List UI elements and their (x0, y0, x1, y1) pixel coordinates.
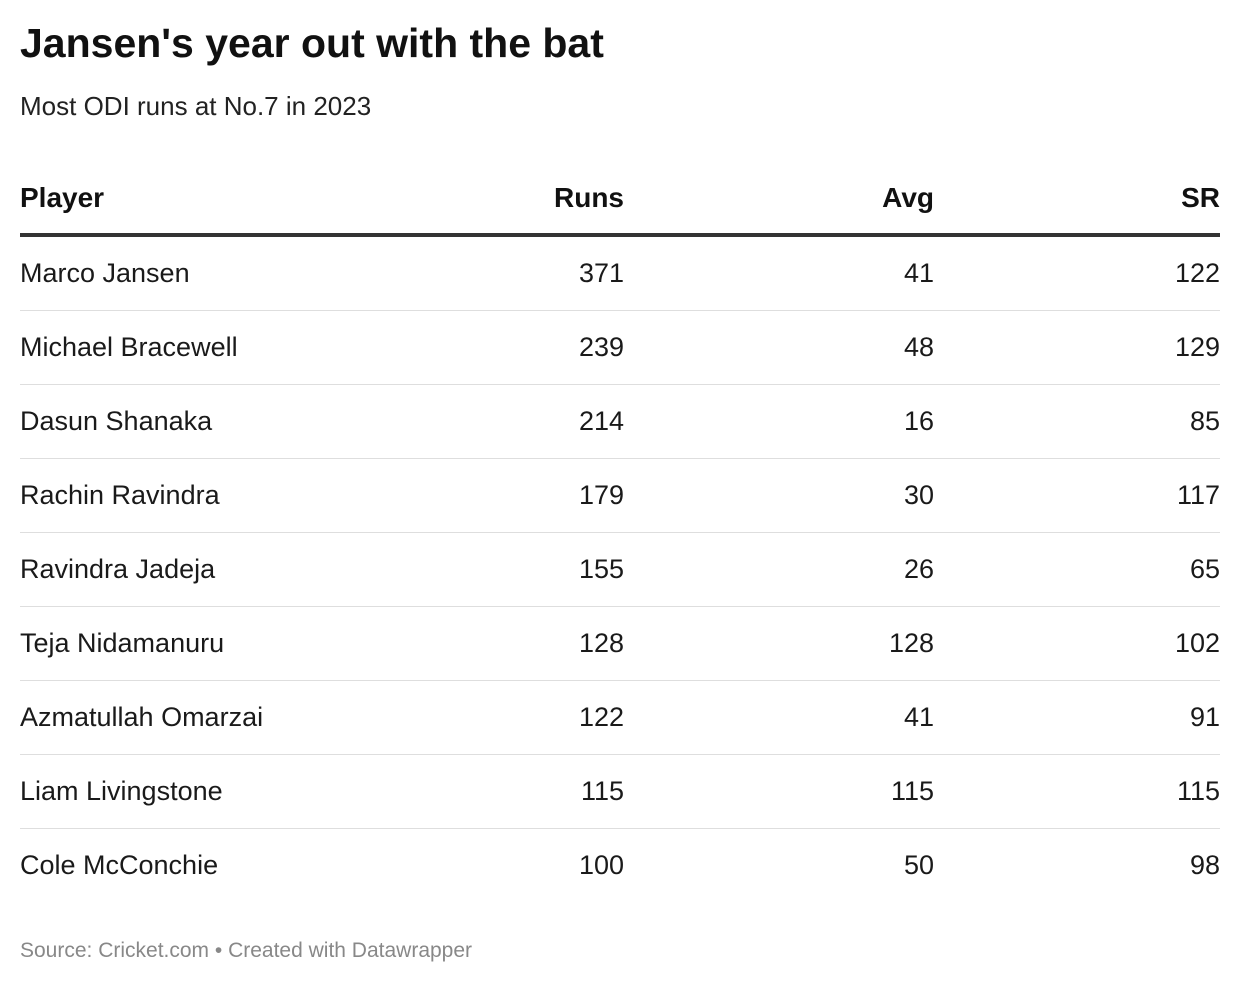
chart-subtitle: Most ODI runs at No.7 in 2023 (20, 91, 372, 121)
table-row: Cole McConchie 100 50 98 (20, 829, 1220, 903)
table-row: Liam Livingstone 115 115 115 (20, 754, 1220, 829)
table-row: Rachin Ravindra 179 30 117 (20, 458, 1220, 533)
cell-sr: 85 (934, 384, 1220, 459)
table-row: Marco Jansen 371 41 122 (20, 235, 1220, 311)
cell-sr: 91 (934, 680, 1220, 755)
table-header: Player Runs Avg SR (20, 162, 1220, 237)
table-row: Azmatullah Omarzai 122 41 91 (20, 680, 1220, 755)
table-body: Marco Jansen 371 41 122 Michael Bracewell 239… (20, 235, 1220, 902)
cell-player: Dasun Shanaka (20, 384, 360, 459)
cell-player: Azmatullah Omarzai (20, 680, 360, 755)
cell-runs: 155 (360, 532, 624, 607)
cell-runs: 100 (578, 850, 624, 880)
table-row: Teja Nidamanuru 128 128 102 (20, 606, 1220, 681)
cell-avg: 30 (624, 458, 934, 533)
cell-avg: 48 (624, 310, 934, 385)
cell-player: Rachin Ravindra (20, 458, 360, 533)
table-row: Michael Bracewell 239 48 129 (20, 310, 1220, 385)
cell-sr: 117 (934, 458, 1220, 533)
cell-avg: 50 (903, 850, 934, 880)
header-row: Player Runs Avg SR (20, 162, 1220, 237)
column-header-player[interactable]: Player (20, 162, 360, 237)
data-table: Player Runs Avg SR Marco Jansen 371 41 122 M… (20, 162, 1220, 902)
cell-player: Teja Nidamanuru (20, 606, 360, 681)
cell-sr: 65 (934, 532, 1220, 607)
cell-sr: 122 (934, 235, 1220, 311)
cell-sr: 129 (934, 310, 1220, 385)
cell-runs: 239 (360, 310, 624, 385)
cell-sr: 102 (934, 606, 1220, 681)
cell-avg: 16 (624, 384, 934, 459)
cell-avg: 41 (624, 235, 934, 311)
table-row: Ravindra Jadeja 155 26 65 (20, 532, 1220, 607)
cell-player: Michael Bracewell (20, 310, 360, 385)
cell-avg: 115 (624, 754, 934, 829)
table-row: Dasun Shanaka 214 16 85 (20, 384, 1220, 459)
source-note: Source: Cricket.com • Created with Dataw… (20, 939, 473, 962)
column-header-runs[interactable]: Runs (360, 162, 624, 237)
column-header-avg[interactable]: Avg (624, 162, 934, 237)
cell-sr: 98 (1189, 850, 1220, 880)
cell-player: Liam Livingstone (20, 754, 360, 829)
cell-runs: 122 (360, 680, 624, 755)
cell-player: Ravindra Jadeja (20, 532, 360, 607)
cell-sr: 115 (934, 754, 1220, 829)
column-header-sr[interactable]: SR (934, 162, 1220, 237)
cell-runs: 179 (360, 458, 624, 533)
cell-player: Cole McConchie (20, 850, 219, 880)
cell-player: Marco Jansen (20, 235, 360, 311)
cell-avg: 41 (624, 680, 934, 755)
cell-runs: 371 (360, 235, 624, 311)
cell-runs: 128 (360, 606, 624, 681)
cell-runs: 214 (360, 384, 624, 459)
cell-avg: 26 (624, 532, 934, 607)
cell-runs: 115 (360, 754, 624, 829)
chart-title: Jansen's year out with the bat (20, 20, 604, 66)
cell-avg: 128 (624, 606, 934, 681)
